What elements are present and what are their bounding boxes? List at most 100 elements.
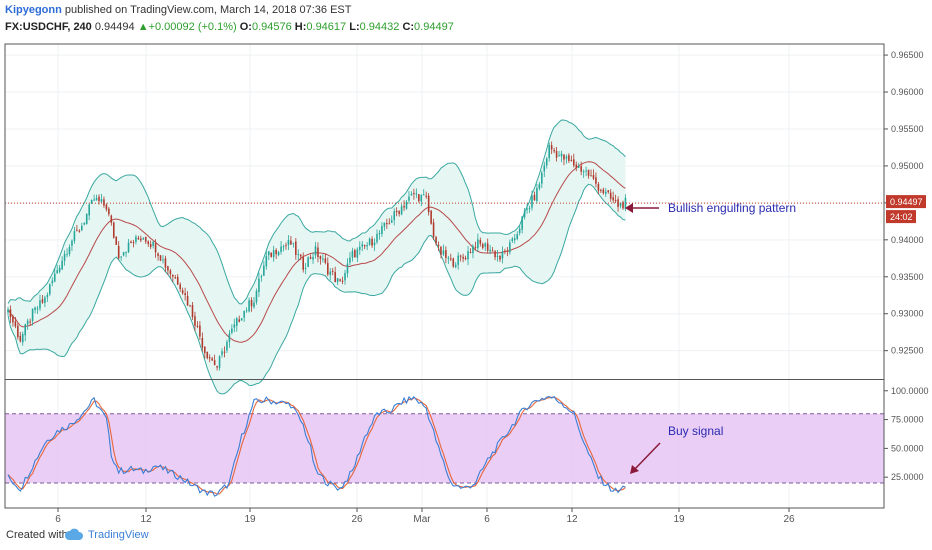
candle [31,308,34,326]
candle [292,242,295,248]
high-value: 0.94617 [306,21,347,33]
candle-body [541,172,543,184]
candle-body [115,236,118,245]
candle-body [88,204,90,216]
candle [233,318,236,333]
chart-area[interactable]: 0.965000.960000.955000.950000.945000.940… [0,38,932,526]
candle [452,257,455,269]
price-change: +0.00092 (+0.1%) [148,21,237,33]
candle [457,252,459,270]
candle [558,151,560,157]
arrow-head-bullish-engulfing [625,203,633,213]
candle-body [132,242,135,244]
author-name[interactable]: Kipyegonn [5,4,62,16]
candle-body [381,226,383,235]
candle [258,272,260,297]
candle [63,250,66,266]
candle [304,263,307,275]
candle-body [339,279,341,281]
candle-body [282,246,285,248]
candle [491,247,494,252]
candle-body [371,238,373,246]
candle-body [528,207,531,209]
candle [575,161,578,172]
candle-body [103,199,105,206]
candle [130,240,132,244]
candle [144,236,147,244]
candle [373,238,376,251]
candle [319,255,322,265]
candle-body [297,254,300,256]
candle-body [619,202,622,206]
candle-body [46,294,49,298]
candle-body [563,154,565,160]
candle [260,274,263,282]
candle-body [44,297,46,304]
candle-body [213,360,216,366]
candle [41,294,44,304]
candle [250,297,253,312]
candle [29,318,31,325]
candle [228,330,231,348]
time-axis-label: 19 [673,514,685,525]
candle-body [437,244,440,247]
candle-body [240,318,243,321]
candle-body [238,319,241,322]
candle [570,155,573,162]
candle-body [452,258,455,267]
candle-body [221,351,223,355]
candle-body [167,266,169,271]
candle-body [295,241,297,255]
candle-body [400,206,403,215]
candle-body [516,234,519,239]
candle [245,307,248,313]
candle-body [184,293,186,295]
countdown-badge [886,210,916,224]
candle [604,187,607,197]
candle-body [172,274,174,277]
candle-body [292,242,295,244]
candle-body [137,237,140,240]
candle [201,332,204,352]
candle-body [199,325,201,337]
candle-body [21,333,24,343]
candle [494,249,496,261]
price-axis[interactable]: 0.965000.960000.955000.950000.945000.940… [884,50,929,482]
candle-body [356,249,359,258]
candle [105,203,108,212]
candle-body [590,175,592,177]
candle [619,202,622,209]
candle-body [555,150,558,158]
candle [516,231,519,241]
candle [602,187,605,195]
candle-body [14,321,17,327]
tradingview-brand[interactable]: TradingView [88,529,149,541]
candle [472,244,474,259]
close-value: 0.94497 [414,21,454,33]
candle-body [324,258,327,263]
candle [388,218,391,225]
candle-body [472,245,474,254]
candle-body [93,199,95,201]
candle [216,365,218,371]
candle-body [24,324,27,336]
candle [154,239,157,258]
tradingview-cloud-icon[interactable] [64,527,84,546]
candle-body [267,251,270,256]
candle [162,255,164,264]
candle-body [346,263,349,274]
candle [528,205,531,213]
candle-body [275,249,277,255]
price-axis-label: 0.93000 [891,309,924,319]
candle-body [189,305,191,307]
candle-body [479,240,482,244]
candle-body [484,243,487,247]
candle [98,194,100,205]
time-axis[interactable]: 6 12 19 26 Mar 6 12 19 26 [55,508,795,525]
candle [513,234,516,244]
candle [53,267,56,283]
stochastic-d-line [7,396,626,495]
candle [533,191,536,201]
candle-body [228,333,231,342]
candle [12,314,14,327]
